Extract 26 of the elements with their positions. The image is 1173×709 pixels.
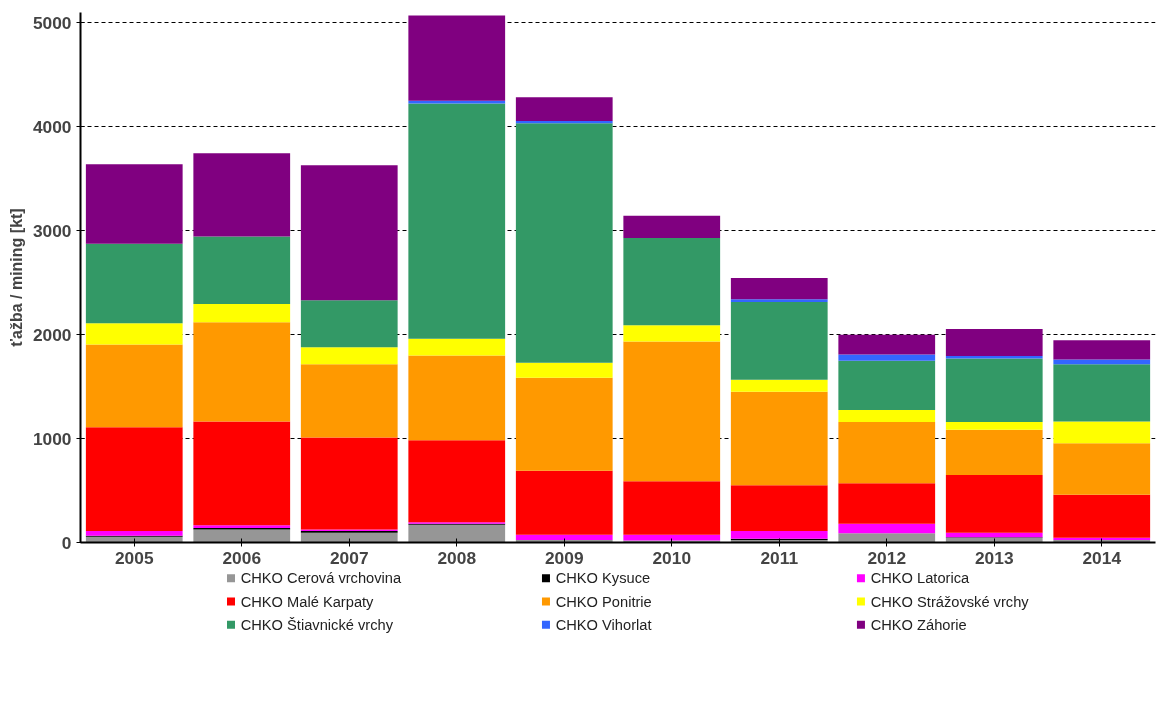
legend-label: CHKO Štiavnické vrchy [240,616,394,633]
y-tick-label: 2000 [32,324,72,345]
legend-label: CHKO Záhorie [870,616,967,633]
legend-label: CHKO Latorica [870,570,971,587]
x-tick-label: 2008 [437,547,477,568]
y-axis-title: ťažba / mining [kt] [7,208,25,347]
legend-label: CHKO Malé Karpaty [240,593,375,610]
y-tick-label: 4000 [32,116,72,137]
legend-label: CHKO Strážovské vrchy [870,593,1030,610]
x-tick-label: 2009 [544,547,584,568]
legend-label: CHKO Ponitrie [555,593,652,610]
y-tick-label: 3000 [32,220,72,241]
x-tick-label: 2006 [222,547,262,568]
x-tick-label: 2007 [329,547,369,568]
legend-label: CHKO Vihorlat [555,616,652,633]
x-tick-label: 2010 [652,547,692,568]
y-tick-label: 5000 [32,12,72,33]
x-tick-label: 2012 [867,547,907,568]
y-tick-label: 0 [61,532,72,553]
x-tick-label: 2005 [114,547,154,568]
legend-label: CHKO Cerová vrchovina [240,570,402,587]
x-tick-label: 2013 [974,547,1014,568]
y-tick-label: 1000 [32,428,72,449]
x-tick-label: 2014 [1082,547,1122,568]
x-tick-label: 2011 [760,547,799,568]
legend-label: CHKO Kysuce [555,570,651,587]
